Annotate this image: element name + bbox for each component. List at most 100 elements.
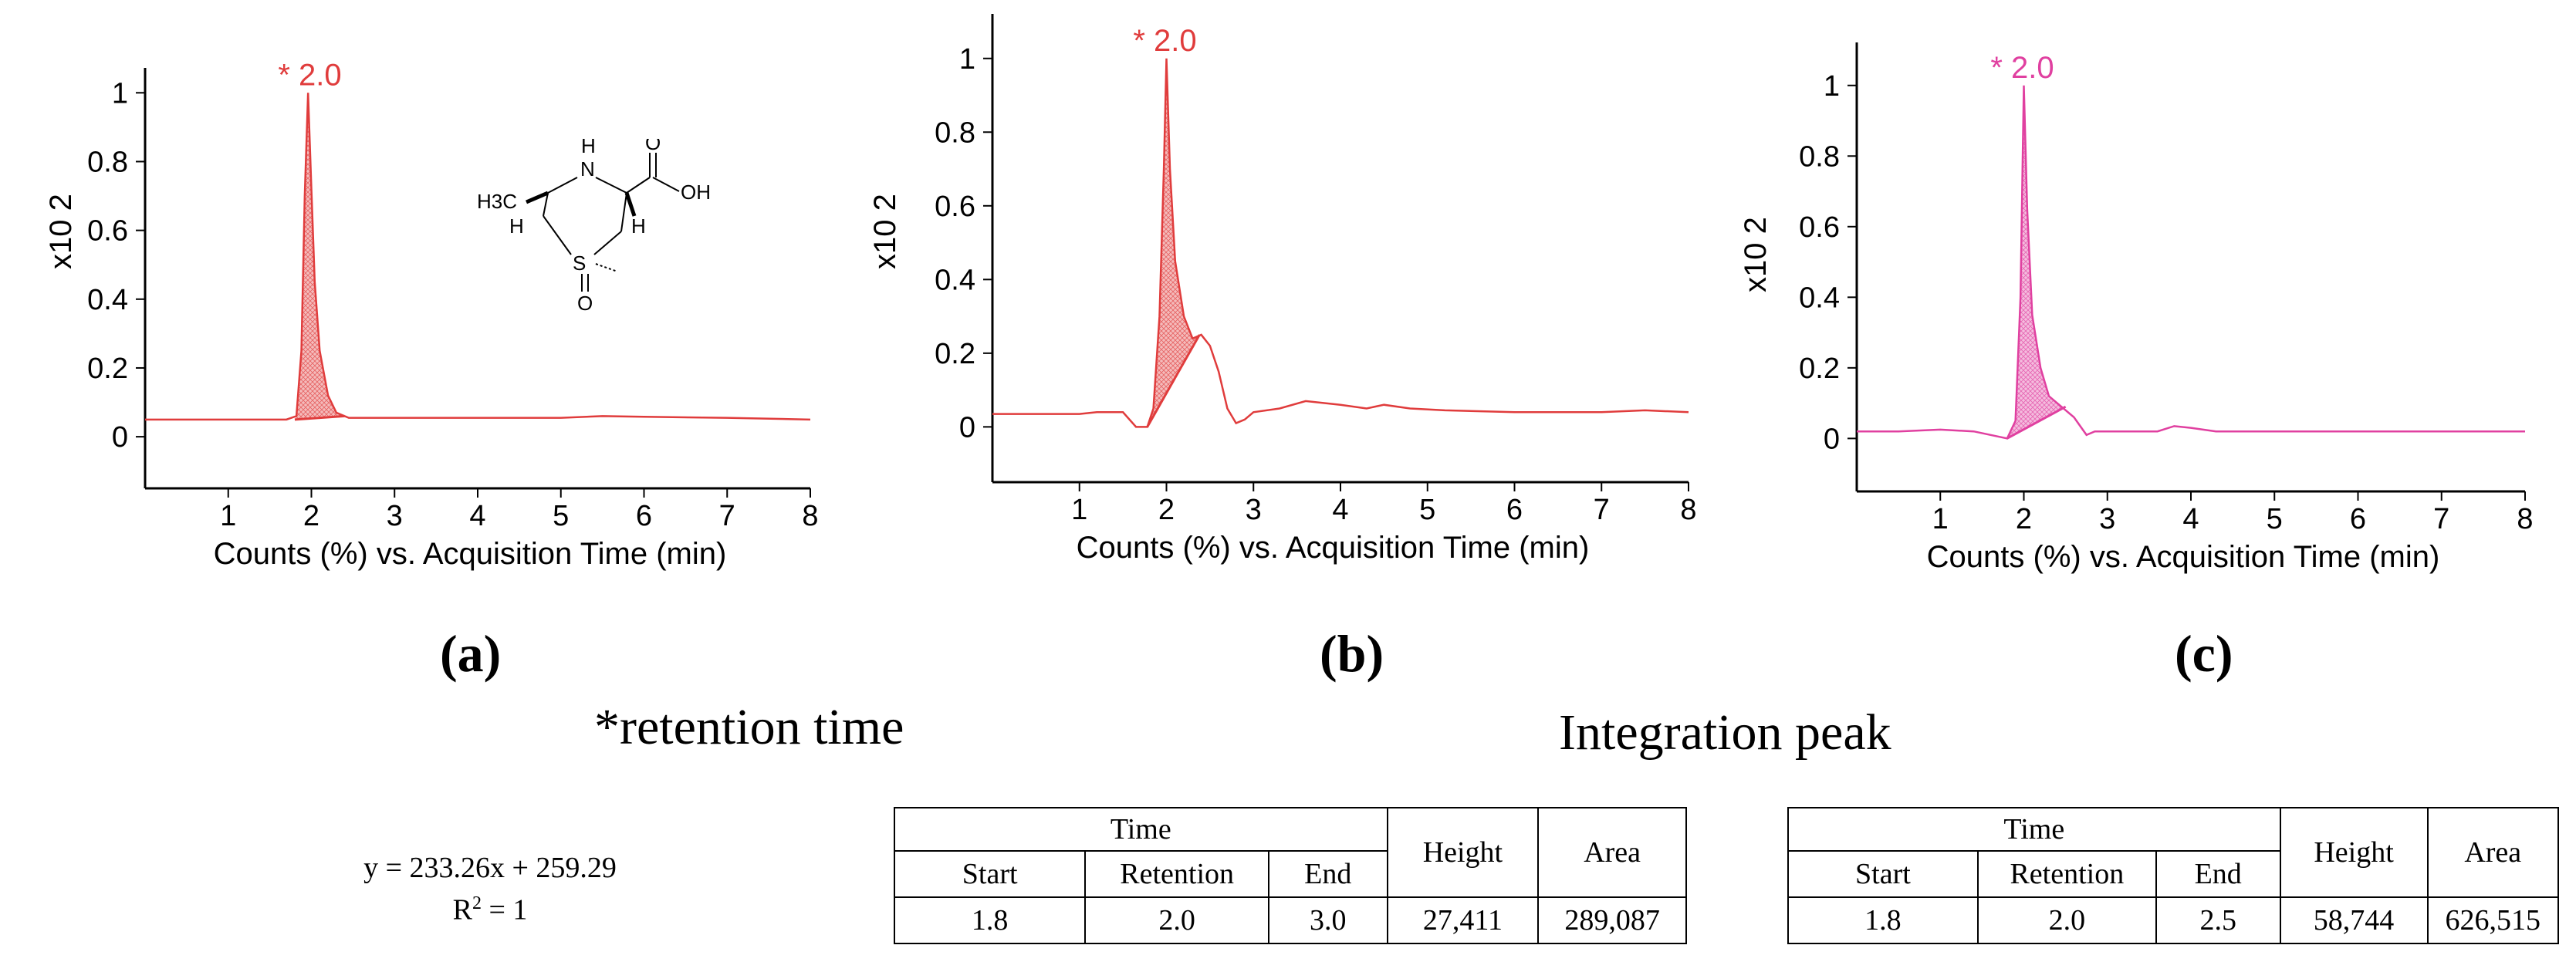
mol-o-top: O [645, 139, 661, 154]
x-tick-label: 8 [2517, 503, 2533, 535]
header-start: Start [1787, 849, 1979, 898]
table-row: 1.8 2.0 3.0 27,411 289,087 [893, 896, 1687, 945]
x-tick-label: 4 [2182, 503, 2199, 535]
caption-a: (a) [440, 624, 502, 683]
peak-label: * 2.0 [1990, 51, 2054, 85]
x-tick-label: 3 [2099, 503, 2115, 535]
x-tick-label: 5 [2267, 503, 2283, 535]
header-end: End [1267, 849, 1388, 898]
x-tick-label: 1 [220, 500, 236, 532]
regression-equation: y = 233.26x + 259.29 [363, 852, 617, 884]
cell-height: 27,411 [1386, 896, 1540, 945]
cell-end: 2.5 [2155, 896, 2281, 945]
integration-peak-title: Integration peak [1559, 704, 1891, 761]
x-tick-label: 3 [1246, 494, 1262, 526]
chromatogram-trace [145, 93, 811, 421]
mol-oh: OH [681, 181, 711, 204]
y-axis-label: x10 2 [44, 194, 78, 269]
mol-o-bottom: O [577, 292, 593, 315]
x-axis-title: Counts (%) vs. Acquisition Time (min) [1927, 540, 2440, 574]
caption-c: (c) [2175, 624, 2233, 683]
x-tick-label: 7 [2433, 503, 2449, 535]
mol-hashed-bond [595, 263, 618, 272]
y-tick-label: 0.6 [935, 191, 975, 223]
x-tick-label: 6 [636, 500, 652, 532]
y-tick-label: 0.2 [1799, 353, 1840, 385]
y-tick-label: 0.4 [1799, 282, 1840, 314]
y-tick-label: 0.2 [87, 353, 128, 385]
x-axis-title: Counts (%) vs. Acquisition Time (min) [214, 537, 727, 571]
mol-bond [547, 177, 578, 194]
peak-label: * 2.0 [1133, 24, 1196, 58]
r-squared: R2 = 1 [452, 893, 528, 927]
x-tick-label: 8 [1680, 494, 1696, 526]
y-tick-label: 0.4 [87, 284, 128, 316]
header-time: Time [1787, 807, 2281, 852]
x-tick-label: 4 [1332, 494, 1348, 526]
cell-start: 1.8 [893, 896, 1087, 945]
x-tick-label: 4 [469, 500, 485, 532]
chart-panel-b: 1 2 3 4 5 6 7 8 0 0.2 0.4 0.6 0.8 1 x10 2 Counts (%) vs… [849, 0, 1713, 586]
header-retention: Retention [1976, 849, 2157, 898]
cell-end: 3.0 [1267, 896, 1388, 945]
header-end: End [2155, 849, 2281, 898]
integration-baseline [1146, 334, 1201, 428]
x-tick-label: 7 [1594, 494, 1610, 526]
caption-b: (b) [1320, 624, 1384, 683]
x-tick-label: 8 [802, 500, 818, 532]
x-tick-label: 2 [2016, 503, 2032, 535]
header-retention: Retention [1084, 849, 1269, 898]
x-tick-label: 6 [2350, 503, 2366, 535]
y-tick-label: 0.8 [87, 146, 128, 178]
y-tick-label: 0 [112, 421, 128, 454]
cell-area: 626,515 [2426, 896, 2560, 945]
retention-time-note: *retention time [594, 699, 904, 755]
x-axis-title: Counts (%) vs. Acquisition Time (min) [1077, 531, 1590, 565]
x-tick-label: 7 [719, 500, 735, 532]
y-tick-label: 0 [959, 411, 975, 444]
table-row: 1.8 2.0 2.5 58,744 626,515 [1787, 896, 2560, 945]
header-height: Height [1386, 807, 1540, 898]
cell-area: 289,087 [1537, 896, 1687, 945]
x-tick-label: 1 [1932, 503, 1949, 535]
chromatogram-trace [992, 58, 1689, 428]
x-tick-label: 2 [303, 500, 319, 532]
integration-baseline [2006, 405, 2067, 440]
peak-integration-area [294, 93, 345, 420]
mol-bond [593, 231, 622, 255]
y-tick-label: 1 [112, 77, 128, 110]
header-start: Start [893, 849, 1087, 898]
cell-retention: 2.0 [1976, 896, 2157, 945]
chromatogram-trace [1857, 85, 2525, 440]
mol-bond [543, 215, 572, 255]
y-tick-label: 1 [959, 43, 975, 76]
x-tick-label: 3 [387, 500, 403, 532]
mol-wedge-left [526, 191, 549, 204]
mol-bond [620, 192, 627, 232]
integration-baseline [294, 414, 345, 421]
chromatogram-c: 1 2 3 4 5 6 7 8 0 0.2 0.4 0.6 0.8 1 x10 2 Counts (%) vs… [1739, 42, 2534, 574]
x-tick-label: 5 [1419, 494, 1435, 526]
header-area: Area [2426, 807, 2560, 898]
chart-panel-a: 1 2 3 4 5 6 7 8 0 0.2 0.4 0.6 0.8 1 x10 2 Counts (%) vs… [0, 0, 849, 586]
mol-h3c: H3C [477, 190, 517, 213]
mol-h-right: H [631, 214, 646, 238]
mol-bond [652, 177, 680, 192]
x-tick-label: 5 [553, 500, 569, 532]
y-axis-label: x10 2 [868, 194, 902, 269]
mol-bond [543, 192, 549, 217]
mol-bond [595, 177, 627, 194]
y-tick-label: 0.4 [935, 264, 975, 296]
y-axis-label: x10 2 [1739, 217, 1773, 292]
y-tick-label: 0 [1824, 423, 1840, 455]
mol-h-left: H [509, 214, 524, 238]
integration-table-b: Time Height Area Start Retention End 1.8… [893, 807, 1687, 945]
cell-height: 58,744 [2279, 896, 2429, 945]
mol-nh: H [581, 139, 596, 157]
calibration-equation: y = 233.26x + 259.29 R2 = 1 [328, 850, 652, 928]
x-tick-label: 2 [1158, 494, 1175, 526]
cell-start: 1.8 [1787, 896, 1979, 945]
header-time: Time [894, 807, 1388, 852]
chart-panel-c: 1 2 3 4 5 6 7 8 0 0.2 0.4 0.6 0.8 1 x10 2 Counts (%) vs… [1713, 0, 2576, 586]
y-tick-label: 1 [1824, 70, 1840, 103]
